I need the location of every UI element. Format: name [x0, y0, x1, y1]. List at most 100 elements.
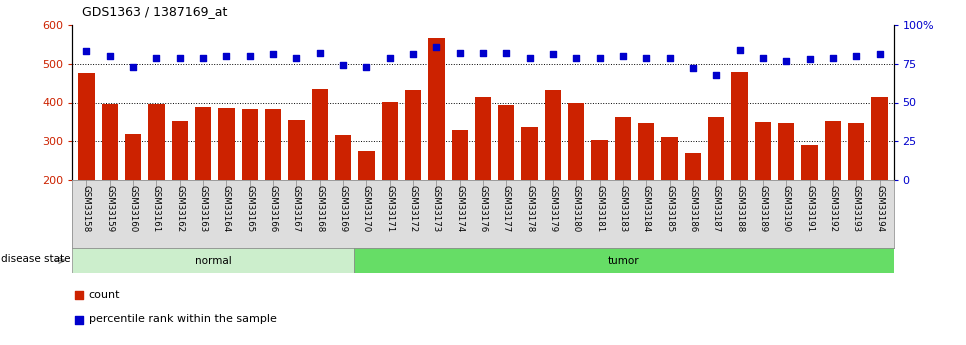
- Point: [71, 293, 86, 298]
- Text: GSM33177: GSM33177: [501, 186, 511, 233]
- Text: GSM33181: GSM33181: [595, 186, 604, 233]
- Bar: [358, 151, 375, 180]
- Bar: [708, 117, 724, 180]
- Point: [732, 47, 748, 52]
- Text: GSM33160: GSM33160: [128, 186, 137, 233]
- Bar: [545, 90, 561, 180]
- Point: [872, 52, 888, 57]
- Point: [312, 50, 327, 56]
- Text: GSM33171: GSM33171: [385, 186, 394, 233]
- Bar: [312, 89, 327, 180]
- Bar: [475, 97, 491, 180]
- Point: [71, 317, 86, 322]
- Text: GSM33161: GSM33161: [152, 186, 161, 233]
- Point: [335, 62, 351, 68]
- Text: GSM33165: GSM33165: [245, 186, 254, 233]
- Text: GSM33191: GSM33191: [805, 186, 814, 233]
- Text: GSM33194: GSM33194: [875, 186, 884, 233]
- Bar: [802, 145, 818, 180]
- Text: GSM33178: GSM33178: [526, 186, 534, 233]
- Point: [685, 66, 700, 71]
- Point: [218, 53, 234, 59]
- Text: GSM33183: GSM33183: [618, 186, 628, 233]
- Point: [662, 55, 677, 60]
- Bar: [871, 97, 888, 180]
- Point: [708, 72, 724, 77]
- Text: GSM33172: GSM33172: [409, 186, 417, 233]
- Bar: [242, 109, 258, 180]
- Bar: [568, 102, 584, 180]
- Bar: [78, 73, 95, 180]
- Text: GSM33162: GSM33162: [175, 186, 185, 233]
- Bar: [335, 136, 352, 180]
- Text: GSM33192: GSM33192: [829, 186, 838, 233]
- Bar: [685, 153, 701, 180]
- FancyBboxPatch shape: [72, 248, 354, 273]
- Point: [522, 55, 537, 60]
- Point: [569, 55, 584, 60]
- Bar: [754, 122, 771, 180]
- Bar: [195, 107, 212, 180]
- Bar: [265, 109, 281, 180]
- Bar: [288, 120, 304, 180]
- Bar: [731, 71, 748, 180]
- Text: count: count: [89, 290, 121, 300]
- Point: [266, 52, 281, 57]
- Bar: [778, 123, 794, 180]
- Bar: [662, 137, 678, 180]
- Point: [358, 64, 374, 70]
- Text: normal: normal: [195, 256, 232, 266]
- Point: [802, 56, 817, 62]
- Bar: [405, 90, 421, 180]
- Point: [639, 55, 654, 60]
- FancyBboxPatch shape: [354, 248, 894, 273]
- Text: GSM33190: GSM33190: [781, 186, 791, 233]
- Bar: [172, 121, 188, 180]
- Text: GSM33174: GSM33174: [455, 186, 465, 233]
- Point: [149, 55, 164, 60]
- Text: GSM33193: GSM33193: [852, 186, 861, 233]
- Bar: [125, 134, 141, 180]
- Point: [592, 55, 608, 60]
- Text: percentile rank within the sample: percentile rank within the sample: [89, 315, 276, 325]
- Text: GSM33185: GSM33185: [666, 186, 674, 233]
- Point: [545, 52, 560, 57]
- Point: [498, 50, 514, 56]
- Bar: [451, 130, 468, 180]
- Bar: [428, 38, 444, 180]
- Text: GSM33170: GSM33170: [362, 186, 371, 233]
- Text: GSM33184: GSM33184: [641, 186, 651, 233]
- Bar: [825, 121, 841, 180]
- Text: GSM33163: GSM33163: [199, 186, 208, 233]
- Point: [475, 50, 491, 56]
- Point: [78, 49, 94, 54]
- Point: [382, 55, 397, 60]
- Bar: [382, 102, 398, 180]
- Point: [289, 55, 304, 60]
- Text: GSM33169: GSM33169: [338, 186, 348, 233]
- Point: [126, 64, 141, 70]
- Bar: [591, 140, 608, 180]
- Text: GSM33189: GSM33189: [758, 186, 767, 233]
- Point: [406, 52, 421, 57]
- Text: GSM33180: GSM33180: [572, 186, 581, 233]
- Text: GDS1363 / 1387169_at: GDS1363 / 1387169_at: [82, 5, 227, 18]
- Text: GSM33176: GSM33176: [478, 186, 488, 233]
- Text: disease state: disease state: [1, 254, 71, 264]
- Text: GSM33167: GSM33167: [292, 186, 300, 233]
- Bar: [498, 105, 515, 180]
- Text: GSM33158: GSM33158: [82, 186, 91, 233]
- Text: GSM33168: GSM33168: [315, 186, 325, 233]
- Text: GSM33173: GSM33173: [432, 186, 440, 233]
- Point: [848, 53, 864, 59]
- Point: [615, 53, 631, 59]
- Point: [452, 50, 468, 56]
- Point: [429, 44, 444, 49]
- Bar: [848, 123, 865, 180]
- Text: GSM33188: GSM33188: [735, 186, 744, 233]
- Bar: [148, 104, 164, 180]
- Bar: [639, 123, 654, 180]
- Point: [195, 55, 211, 60]
- Bar: [101, 104, 118, 180]
- Text: GSM33159: GSM33159: [105, 186, 114, 233]
